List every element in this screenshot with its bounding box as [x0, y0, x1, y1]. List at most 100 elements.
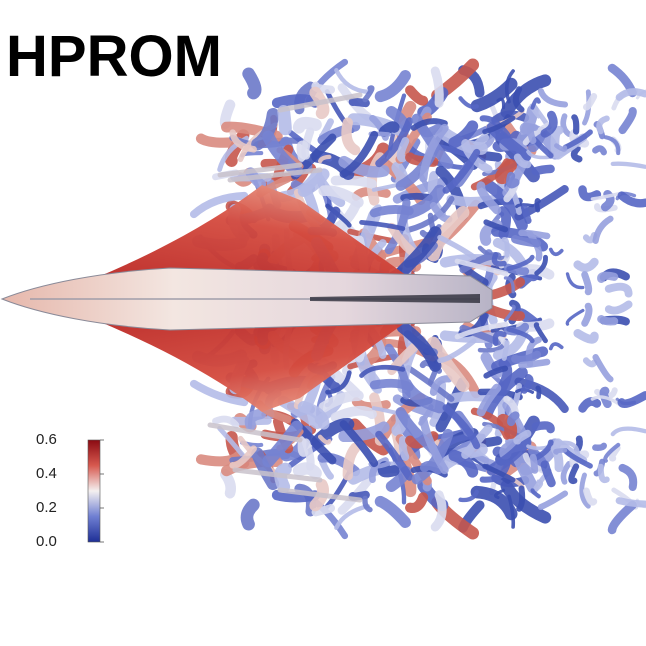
- colorbar-tick-label: 0.2: [36, 499, 57, 516]
- vortex-tube: [494, 159, 517, 185]
- vortex-tube: [189, 191, 249, 219]
- vortex-tube: [400, 192, 433, 202]
- vortex-tube: [437, 234, 477, 260]
- vortex-tube: [330, 175, 377, 189]
- vortex-tube: [501, 237, 510, 258]
- vortex-tube: [448, 449, 479, 478]
- lower-wing-surface: [60, 306, 420, 412]
- vortex-tube: [527, 124, 539, 144]
- vortex-tube: [581, 302, 593, 327]
- vortex-tube: [570, 145, 583, 163]
- vortex-tube: [439, 254, 499, 268]
- vortex-tube: [615, 497, 646, 508]
- vortex-tube: [583, 93, 598, 111]
- vortex-tube: [426, 206, 470, 262]
- vortex-tube: [610, 161, 646, 169]
- vortex-tube: [615, 88, 646, 101]
- vortex-tube: [374, 70, 411, 103]
- vortex-tube: [398, 435, 410, 461]
- vortex-tube: [348, 490, 370, 501]
- vortex-tube: [565, 308, 585, 326]
- vortex-tube: [429, 375, 453, 396]
- vortex-tube: [189, 379, 249, 407]
- vortex-tube: [419, 415, 449, 475]
- vortex-tube: [430, 490, 447, 532]
- vortex-tube: [573, 257, 599, 273]
- vortex-tube: [578, 397, 602, 413]
- vortex-tube: [448, 120, 479, 149]
- vortex-tube: [341, 117, 361, 156]
- vortex-tube: [396, 137, 410, 163]
- vortex-tube: [513, 429, 532, 445]
- vortex-tube: [592, 215, 614, 244]
- vortex-tube: [410, 118, 448, 131]
- vortex-tube: [540, 110, 558, 138]
- vortex-tube: [384, 343, 411, 400]
- vortex-tube: [419, 123, 449, 183]
- vortex-tube: [506, 254, 535, 272]
- colorbar-ticks: [100, 439, 104, 543]
- vortex-tube: [533, 322, 548, 344]
- vortex-tube: [362, 85, 375, 103]
- vortex-tube: [520, 374, 534, 394]
- vortex-tube: [553, 447, 568, 455]
- vortex-tube: [479, 459, 511, 483]
- vortex-tube: [369, 378, 414, 392]
- vortex-tube: [560, 461, 572, 485]
- colorbar-tick-label: 0.4: [36, 465, 57, 482]
- vortex-tube: [531, 164, 555, 176]
- vortex-tube: [369, 205, 414, 218]
- vortex-tube: [597, 315, 619, 326]
- vortex-tube: [454, 258, 509, 277]
- vortex-tube: [527, 130, 547, 153]
- vortex-tube: [461, 424, 493, 459]
- vortex-streak: [277, 92, 363, 113]
- vortex-tube: [405, 365, 455, 402]
- vortex-tube: [430, 66, 444, 108]
- vortex-tube: [500, 74, 552, 119]
- vortex-tube: [578, 185, 602, 202]
- vortex-tube: [318, 185, 364, 208]
- vortex-tube: [618, 107, 637, 135]
- vortex-tube: [240, 498, 260, 531]
- vortex-tube: [594, 203, 618, 213]
- vortex-tube: [617, 391, 646, 408]
- vortex-tube: [325, 370, 352, 395]
- vortex-tube: [359, 220, 406, 231]
- vortex-tube: [411, 428, 454, 485]
- vortex-tube: [560, 113, 572, 137]
- colorbar-tick-label: 0.0: [36, 533, 57, 550]
- vortex-tube: [592, 354, 614, 383]
- vortex-tube: [537, 490, 569, 511]
- vortex-streak: [277, 487, 363, 503]
- vortex-tube: [604, 282, 633, 298]
- vortex-tube: [405, 492, 429, 514]
- vortex-streak: [207, 422, 303, 443]
- vortex-tube: [317, 434, 332, 445]
- vortex-tube: [374, 495, 411, 528]
- vortex-tube: [476, 383, 502, 417]
- vortex-tube: [245, 167, 267, 190]
- upper-wing-surface: [60, 185, 420, 292]
- vortex-tube: [531, 439, 554, 462]
- vortex-tube: [530, 97, 541, 110]
- vortex-tube: [518, 358, 551, 369]
- vortex-streak: [217, 162, 303, 178]
- vortex-tube: [229, 445, 257, 469]
- vortex-tube: [348, 97, 370, 108]
- vortex-tube: [458, 96, 479, 109]
- vortex-tube: [244, 408, 267, 431]
- vortex-tube: [607, 500, 637, 535]
- vortex-tube: [362, 495, 373, 513]
- vortex-tube: [339, 420, 379, 468]
- vortex-tube: [610, 426, 646, 437]
- vortex-tube: [483, 219, 509, 233]
- vortex-tube: [442, 148, 481, 194]
- vortex-tube: [493, 488, 506, 500]
- vortex-tube: [568, 463, 580, 485]
- vortex-tube: [531, 421, 555, 434]
- vortex-tube: [596, 115, 610, 135]
- vortex-tube: [597, 271, 619, 283]
- vortex-tube: [520, 204, 532, 225]
